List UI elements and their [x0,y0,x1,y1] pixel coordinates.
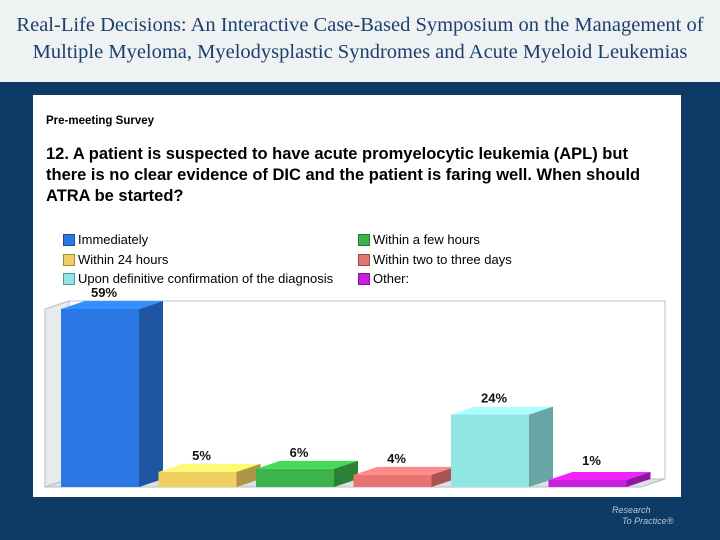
legend-label: Other: [373,271,410,286]
bar-value-label: 5% [192,448,211,463]
legend-label: Within a few hours [373,232,480,247]
bar [451,414,529,487]
presentation-title: Real-Life Decisions: An Interactive Case… [0,12,720,66]
bar-value-label: 6% [290,445,309,460]
bar-side [334,460,358,487]
bar-side [236,463,261,487]
bar [61,309,139,487]
survey-label: Pre-meeting Survey [46,115,155,127]
legend-item-within-24-hours: Within 24 hours [63,252,168,267]
title-line-1: Real-Life Decisions: An Interactive Case… [16,14,704,36]
bar-value-label: 24% [481,391,507,406]
bar-value-label: 4% [387,451,406,466]
legend-swatch [358,272,370,285]
legend-swatch [358,253,370,266]
legend-swatch [63,272,75,285]
header-banner: Real-Life Decisions: An Interactive Case… [0,0,720,82]
legend-label: Within 24 hours [78,252,169,267]
legend-swatch [63,233,75,246]
title-line-2: Multiple Myeloma, Myelodysplastic Syndro… [32,41,688,63]
bar-side [139,301,163,487]
bar [353,474,432,487]
logo-line-2: To Practice® [622,516,674,526]
legend-item-upon-confirmation: Upon definitive confirmation of the diag… [63,271,333,286]
bar-value-label: 59% [91,285,117,300]
bar [158,471,237,487]
plot-back-wall [68,300,666,480]
bar-chart: 59% 5% 6% 4% 24% 1% [44,285,666,488]
legend-item-other: Other: [358,271,409,286]
legend-item-within-a-few-hours: Within a few hours [358,232,480,247]
bar-side [529,406,553,487]
bar-top [353,466,456,475]
bar [256,468,334,487]
legend-label: Within two to three days [373,252,512,267]
legend-item-immediately: Immediately [63,232,148,247]
legend-item-within-two-to-three-days: Within two to three days [358,252,512,267]
bar-top [548,472,651,480]
legend-label: Immediately [78,232,149,247]
question-text: 12. A patient is suspected to have acute… [46,145,641,205]
research-to-practice-logo: Research To Practice® [612,505,682,527]
bar [548,480,627,487]
logo-line-1: Research [612,505,651,515]
bar-top [256,460,358,469]
bar-top [451,406,553,415]
bar-side [626,472,651,487]
bar-top [61,301,163,309]
bar-top [158,463,261,472]
slide-panel: Pre-meeting Survey 12. A patient is susp… [33,95,681,497]
legend-swatch [63,253,75,266]
bar-side [431,466,456,487]
legend-swatch [358,233,370,246]
legend-label: Upon definitive confirmation of the diag… [78,271,334,286]
bar-value-label: 1% [582,453,601,468]
